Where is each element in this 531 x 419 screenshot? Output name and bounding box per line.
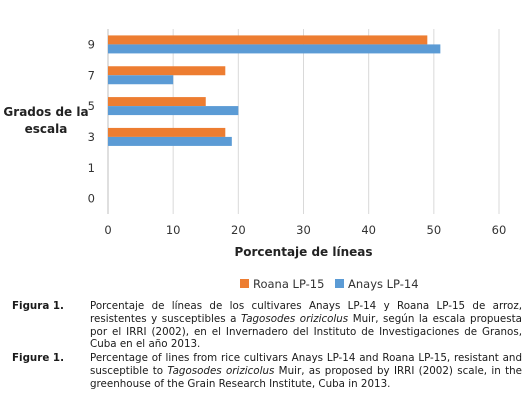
legend-swatch (335, 279, 344, 288)
caption-english: Figure 1. Percentage of lines from rice … (12, 352, 522, 390)
caption-label: Figure 1. (12, 352, 64, 365)
gridlines (107, 29, 500, 214)
legend-swatch (240, 279, 249, 288)
caption-text: Percentage of lines from rice cultivars … (90, 352, 522, 390)
bar (108, 106, 239, 116)
x-tick-label: 20 (231, 223, 246, 237)
y-tick-labels: 0 1 3 5 7 9 (88, 37, 95, 205)
bar (108, 97, 206, 107)
x-tick-label: 10 (166, 223, 181, 237)
bar (108, 66, 226, 76)
x-axis-title: Porcentaje de líneas (234, 245, 372, 259)
caption-spanish: Figura 1. Porcentaje de líneas de los cu… (12, 300, 522, 351)
legend-label: Anays LP-14 (348, 277, 419, 291)
caption-text: Porcentaje de líneas de los cultivares A… (90, 300, 522, 351)
y-tick-label: 9 (88, 37, 95, 51)
y-axis-title-line: escala (25, 122, 68, 136)
x-tick-label: 30 (296, 223, 311, 237)
x-tick-label: 50 (427, 223, 442, 237)
bar (108, 136, 232, 146)
x-tick-labels: 0 10 20 30 40 50 60 (104, 223, 506, 237)
x-tick-label: 0 (104, 223, 111, 237)
y-tick-label: 0 (88, 192, 95, 206)
y-axis-title: Grados de la escala (3, 105, 88, 136)
x-tick-label: 60 (492, 223, 507, 237)
bar (108, 44, 441, 54)
caption-label: Figura 1. (12, 300, 64, 312)
y-axis-title-line: Grados de la (3, 105, 88, 119)
bars (108, 35, 441, 146)
bar (108, 75, 174, 85)
bar (108, 127, 226, 137)
x-tick-label: 40 (361, 223, 376, 237)
y-tick-label: 3 (88, 130, 95, 144)
legend-label: Roana LP-15 (253, 277, 324, 291)
y-tick-label: 1 (88, 161, 95, 175)
bar (108, 35, 428, 45)
legend: Roana LP-15 Anays LP-14 (240, 277, 419, 291)
figure-captions: Figura 1. Porcentaje de líneas de los cu… (12, 300, 522, 392)
y-tick-label: 5 (88, 99, 95, 113)
y-tick-label: 7 (88, 68, 95, 82)
